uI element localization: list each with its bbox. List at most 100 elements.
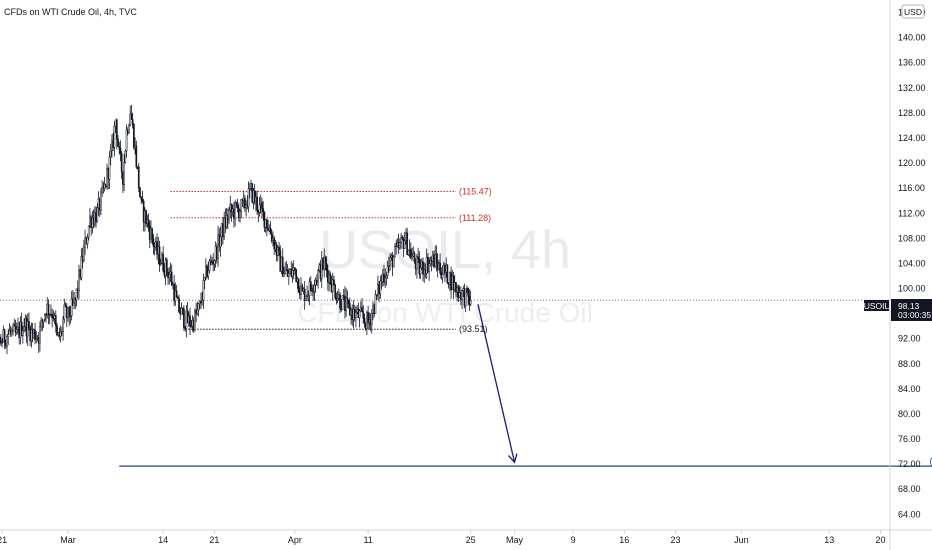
- last-price-value: 98.13: [898, 301, 920, 311]
- projection-arrow: [477, 304, 518, 464]
- candle-body: [291, 270, 294, 277]
- candle-body: [137, 166, 140, 188]
- candle-body: [295, 269, 297, 282]
- time-tick-label: May: [506, 535, 524, 545]
- candle-body: [305, 295, 307, 301]
- time-tick-label: 25: [466, 535, 476, 545]
- candle-body: [283, 273, 285, 277]
- candle-body: [435, 254, 438, 263]
- time-tick-label: 23: [671, 535, 681, 545]
- candle-body: [317, 270, 319, 283]
- candle-body: [266, 219, 268, 229]
- candle-body: [411, 256, 413, 259]
- candle-body: [270, 233, 273, 242]
- candle-body: [159, 263, 162, 265]
- candle-body: [120, 153, 123, 173]
- candle-body: [407, 250, 410, 255]
- candle-body: [309, 281, 312, 289]
- candle-body: [234, 202, 236, 219]
- candle-body: [13, 324, 16, 327]
- level-label: (71.68): [930, 456, 932, 466]
- candle-body: [342, 295, 345, 297]
- price-tick-label: 120.00: [898, 158, 926, 168]
- candle-body: [248, 188, 251, 190]
- candle-body: [388, 264, 390, 267]
- candle-body: [43, 313, 46, 321]
- candle-body: [80, 256, 83, 279]
- candle-body: [35, 337, 38, 341]
- candle-body: [170, 271, 173, 286]
- time-tick-label: 9: [571, 535, 576, 545]
- candle-body: [202, 280, 205, 301]
- candle-body: [119, 148, 122, 154]
- candle-body: [313, 284, 316, 292]
- candle-body: [439, 262, 441, 273]
- candle-body: [176, 297, 179, 299]
- candle-body: [325, 263, 328, 271]
- candle-body: [75, 288, 78, 301]
- candle-body: [26, 320, 29, 337]
- candle-body: [389, 257, 391, 266]
- price-axis[interactable]: 64.00 68.00 72.00 76.00 80.00 84.00 88.00 92.00…: [898, 8, 926, 520]
- candle-body: [118, 145, 121, 149]
- candle-body: [125, 129, 128, 152]
- currency-button[interactable]: USD: [901, 4, 925, 19]
- chart-title: CFDs on WTI Crude Oil, 4h, TVC: [4, 7, 137, 17]
- time-axis[interactable]: 21 Mar 14 21 Apr 11 25 May 9 16 23 Jun 13 20: [0, 530, 886, 545]
- price-tick-label: 100.00: [898, 284, 926, 294]
- candle-body: [87, 225, 90, 238]
- time-tick-label: 13: [824, 535, 834, 545]
- candle-body: [235, 202, 238, 206]
- candle-body: [61, 331, 63, 333]
- price-tick-label: 136.00: [898, 58, 926, 68]
- candle-body: [180, 307, 183, 315]
- time-tick-label: 16: [619, 535, 629, 545]
- candle-body: [417, 256, 419, 259]
- candle-body: [228, 210, 230, 220]
- candle-body: [135, 145, 138, 167]
- candle-body: [419, 267, 422, 275]
- candle-body: [68, 306, 71, 317]
- candle-body: [334, 284, 337, 299]
- price-tick-label: 128.00: [898, 108, 926, 118]
- price-tick-label: 76.00: [898, 434, 921, 444]
- projection-arrowhead: [508, 453, 518, 464]
- candle-body: [113, 126, 116, 148]
- candle-body: [363, 317, 366, 323]
- candle-body: [467, 287, 470, 297]
- candle-body: [1, 342, 3, 344]
- price-tick-label: 80.00: [898, 409, 921, 419]
- candle-body: [131, 119, 134, 125]
- candle-body: [78, 269, 80, 291]
- candle-body: [73, 297, 75, 304]
- candle-body: [151, 228, 154, 240]
- candle-body: [59, 331, 62, 337]
- candle-body: [189, 315, 191, 327]
- candle-body: [262, 208, 265, 212]
- candle-body: [208, 261, 211, 271]
- candle-body: [333, 279, 335, 286]
- candle-body: [398, 242, 401, 249]
- candle-body: [86, 236, 89, 245]
- time-tick-label: 11: [363, 535, 372, 545]
- candle-body: [183, 308, 185, 328]
- candle-body: [201, 300, 204, 304]
- price-tick-label: 112.00: [898, 208, 925, 218]
- candle-body: [301, 285, 304, 292]
- candle-body: [196, 309, 199, 315]
- bar-countdown: 03:00:35: [898, 310, 931, 320]
- candle-body: [8, 329, 11, 335]
- candle-body: [361, 307, 363, 312]
- projection-line[interactable]: [477, 304, 516, 463]
- candle-body: [69, 315, 72, 317]
- candle-body: [324, 257, 327, 264]
- candle-body: [30, 329, 33, 342]
- candle-body: [455, 282, 457, 293]
- candle-body: [392, 256, 395, 268]
- candle-body: [311, 288, 313, 292]
- candle-body: [284, 269, 287, 274]
- candle-body: [345, 297, 348, 312]
- candle-body: [247, 188, 250, 208]
